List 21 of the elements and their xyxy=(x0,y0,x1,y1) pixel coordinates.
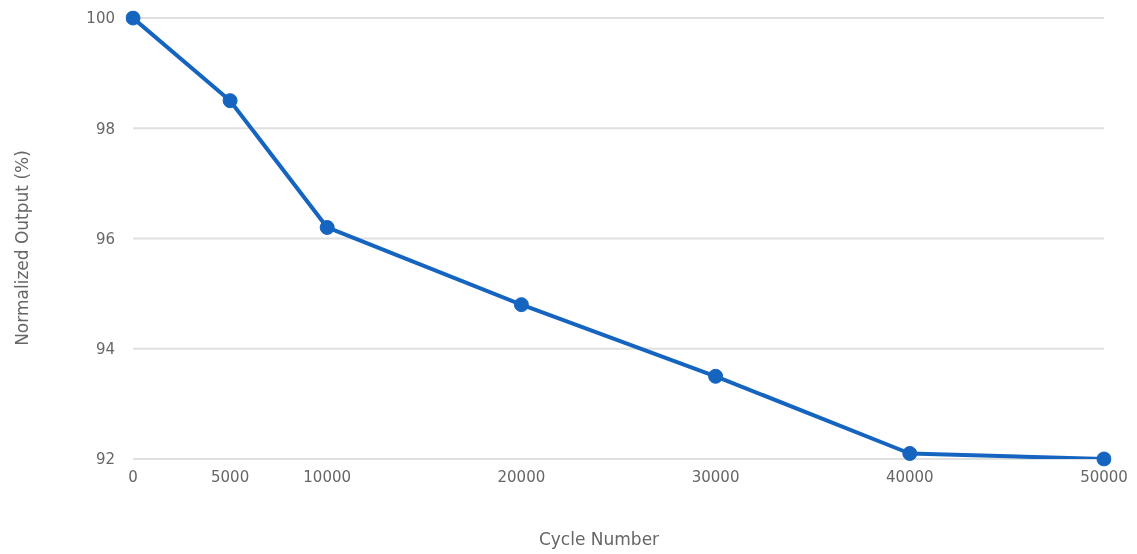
point xyxy=(513,297,529,313)
point xyxy=(319,219,335,235)
x-tick-label: 30000 xyxy=(691,467,740,486)
point xyxy=(222,93,238,109)
x-axis-title: Cycle Number xyxy=(538,529,660,549)
y-axis-title: Normalized Output (%) xyxy=(12,150,32,346)
x-tick-label: 40000 xyxy=(885,467,934,486)
y-tick-label: 94 xyxy=(95,340,115,359)
x-tick-label: 10000 xyxy=(303,467,352,486)
x-tick-label: 5000 xyxy=(211,467,250,486)
x-tick-label: 20000 xyxy=(497,467,546,486)
y-tick-label: 92 xyxy=(95,450,115,469)
y-tick-label: 100 xyxy=(86,9,115,28)
point xyxy=(902,445,918,461)
y-tick-label: 96 xyxy=(95,229,115,248)
x-tick-label: 50000 xyxy=(1080,467,1128,486)
point xyxy=(125,10,141,26)
y-tick-label: 98 xyxy=(95,119,115,138)
point xyxy=(1096,451,1112,467)
x-tick-label: 0 xyxy=(128,467,138,486)
point xyxy=(708,368,724,384)
